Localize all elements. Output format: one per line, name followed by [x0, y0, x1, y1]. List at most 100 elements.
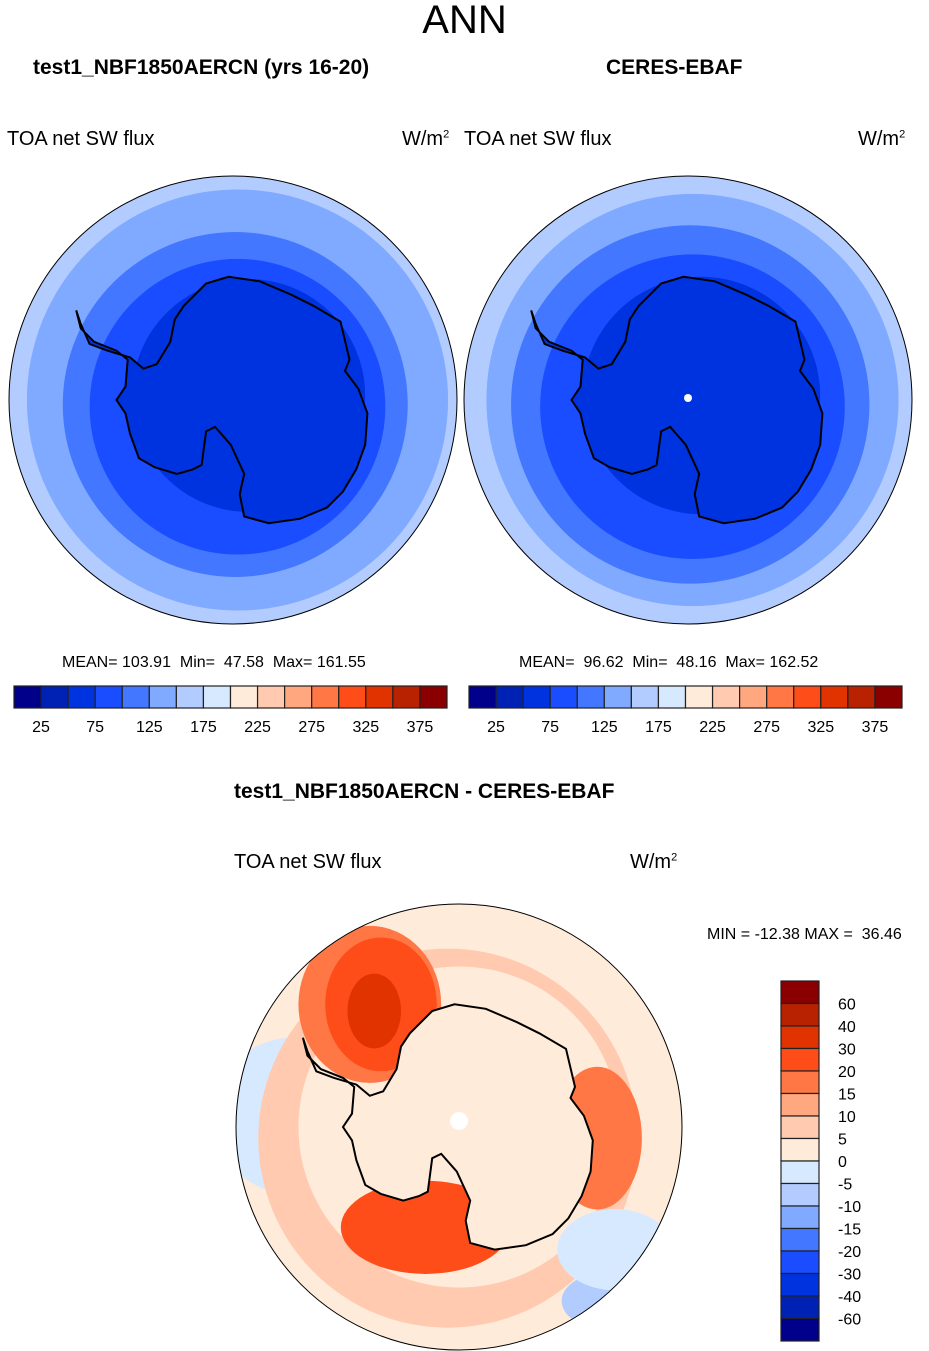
colorbar-swatch: [365, 685, 394, 709]
colorbar-swatch: [793, 685, 822, 709]
colorbar-swatch: [67, 685, 96, 709]
panel2-title: CERES-EBAF: [606, 56, 743, 79]
colorbar-tick-label: -60: [838, 1312, 861, 1329]
colorbar-swatch: [780, 1182, 820, 1207]
coastline: [301, 1003, 594, 1251]
colorbar-tick-label: 125: [591, 719, 618, 736]
panel3-colorbar: 60 40 30 20 15 10 5 0 -5 -10 -15 -20 -30 -40 -60: [780, 980, 861, 1342]
colorbar-tick-label: 0: [838, 1154, 847, 1171]
units-sup: 2: [899, 128, 906, 141]
colorbar-tick-label: 225: [699, 719, 726, 736]
colorbar-swatch: [847, 685, 876, 709]
colorbar-swatch: [780, 1115, 820, 1140]
main-title: ANN: [422, 0, 507, 42]
colorbar-swatch: [711, 685, 741, 709]
units-text: W/m: [858, 128, 900, 150]
colorbar-swatch: [766, 685, 795, 709]
colorbar-tick-label: 5: [838, 1132, 847, 1149]
contour-band: [340, 1180, 511, 1274]
contour-band: [557, 1209, 674, 1291]
colorbar-swatch: [468, 685, 497, 709]
max-label: Max=: [725, 654, 765, 671]
colorbar-tick-label: 25: [32, 719, 50, 736]
map-boundary: [235, 903, 683, 1351]
min-label: MIN =: [707, 926, 751, 943]
colorbar-tick-label: 75: [541, 719, 559, 736]
colorbar-tick-label: 40: [838, 1019, 856, 1036]
colorbar-swatch: [94, 685, 123, 709]
panel1-title: test1_NBF1850AERCN (yrs 16-20): [33, 56, 370, 79]
colorbar-swatch: [522, 685, 551, 709]
colorbar-tick-label: 15: [838, 1087, 856, 1104]
colorbar-swatch: [780, 1137, 820, 1162]
colorbar-swatch: [780, 1205, 820, 1230]
map-boundary: [463, 175, 913, 625]
colorbar-swatch: [630, 685, 660, 709]
map-field: [9, 176, 457, 624]
colorbar-tick-label: 275: [298, 719, 325, 736]
colorbar-swatch: [780, 1002, 820, 1027]
colorbar-swatch: [780, 1070, 820, 1095]
map-boundary: [8, 175, 458, 625]
colorbar-tick-label: -15: [838, 1222, 861, 1239]
contour-band: [347, 973, 402, 1049]
panel1-stats: MEAN= 103.91 Min= 47.58 Max= 161.55: [62, 654, 366, 672]
colorbar-tick-label: 175: [190, 719, 217, 736]
colorbar-swatch: [392, 685, 421, 709]
mean-label: MEAN=: [62, 654, 118, 671]
colorbar-tick-label: -40: [838, 1289, 861, 1306]
panel2-stats: MEAN= 96.62 Min= 48.16 Max= 162.52: [519, 654, 818, 672]
max-value: 161.55: [316, 654, 366, 671]
colorbar-swatch: [780, 1317, 820, 1342]
map-field: [236, 904, 682, 1350]
panel3-title: test1_NBF1850AERCN - CERES-EBAF: [234, 780, 615, 803]
colorbar-tick-label: 125: [136, 719, 163, 736]
min-value: 47.58: [223, 654, 264, 671]
panel3-variable-label: TOA net SW flux: [234, 851, 382, 873]
mean-value: 103.91: [122, 654, 171, 671]
panel1-variable-label: TOA net SW flux: [7, 128, 155, 150]
colorbar-tick-label: -30: [838, 1267, 861, 1284]
panel2-map: [463, 175, 913, 625]
panel1-units: W/m2: [402, 128, 449, 151]
colorbar-tick-label: 375: [862, 719, 889, 736]
colorbar-swatch: [780, 1092, 820, 1117]
min-value: -12.38: [754, 926, 800, 943]
panel1-map: [8, 175, 458, 625]
panel1-colorbar: 25 75 125 175 225 275 325 375: [13, 685, 448, 736]
colorbar-tick-label: 25: [487, 719, 505, 736]
max-label: Max=: [272, 654, 313, 671]
coastline: [530, 275, 824, 525]
colorbar-swatch: [121, 685, 150, 709]
colorbar-swatch: [603, 685, 632, 709]
panel2-units: W/m2: [858, 128, 905, 151]
max-value: 36.46: [861, 926, 902, 943]
antarctica-fill: [531, 276, 823, 524]
colorbar-tick-label: 30: [838, 1042, 856, 1059]
colorbar-tick-label: 275: [753, 719, 780, 736]
colorbar-swatch: [780, 1272, 820, 1297]
min-value: 48.16: [676, 654, 717, 671]
pole-marker: [450, 1112, 468, 1130]
coastline: [75, 275, 369, 525]
colorbar-swatch: [874, 685, 903, 709]
colorbar-swatch: [495, 685, 524, 709]
panel2-variable-label: TOA net SW flux: [464, 128, 612, 150]
units-text: W/m: [402, 128, 444, 150]
colorbar-swatch: [256, 685, 286, 709]
units-sup: 2: [443, 128, 450, 141]
colorbar-tick-label: 175: [645, 719, 672, 736]
colorbar-tick-label: 20: [838, 1064, 856, 1081]
colorbar-swatch: [40, 685, 69, 709]
colorbar-swatch: [780, 1025, 820, 1050]
colorbar-tick-label: -5: [838, 1177, 852, 1194]
colorbar-swatch: [148, 685, 177, 709]
colorbar-tick-label: -10: [838, 1199, 861, 1216]
pole-marker: [684, 394, 692, 402]
colorbar-tick-label: -20: [838, 1244, 861, 1261]
map-field: [464, 176, 912, 624]
colorbar-tick-label: 225: [244, 719, 271, 736]
colorbar-swatch: [576, 685, 605, 709]
colorbar-tick-label: 75: [86, 719, 104, 736]
panel3-units: W/m2: [630, 851, 677, 874]
